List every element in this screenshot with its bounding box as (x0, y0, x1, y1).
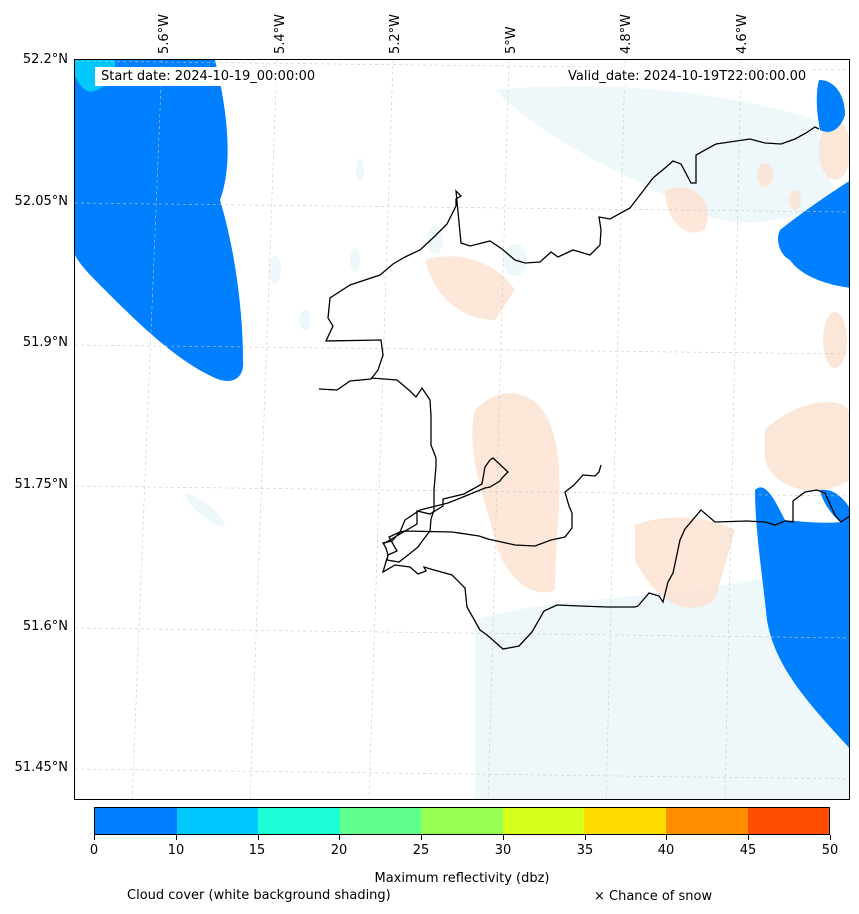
colorbar-segment-1 (176, 808, 259, 834)
graticule (75, 60, 849, 799)
map-frame[interactable] (74, 59, 850, 800)
colorbar-tick-45: 45 (739, 843, 757, 858)
colorbar-segment-7 (665, 808, 748, 834)
snow-chance-note: × Chance of snow (594, 889, 713, 904)
colorbar-tick-mark (175, 835, 177, 840)
reflectivity-colorbar (94, 807, 830, 835)
colorbar-tick-0: 0 (89, 843, 99, 858)
colorbar-tick-10: 10 (167, 843, 185, 858)
lon-label-4-8: 4.8°W (619, 13, 634, 54)
colorbar-tick-30: 30 (494, 843, 512, 858)
cloud-cover-note: Cloud cover (white background shading) (127, 888, 391, 903)
colorbar-tick-mark (666, 835, 668, 840)
colorbar-tick-40: 40 (657, 843, 675, 858)
colorbar-tick-mark (339, 835, 341, 840)
lon-label-4-6: 4.6°W (735, 13, 750, 54)
colorbar-segment-4 (421, 808, 503, 834)
colorbar-tick-mark (421, 835, 423, 840)
colorbar-tick-35: 35 (576, 843, 594, 858)
colorbar-segment-3 (339, 808, 422, 834)
lon-label-5-4: 5.4°W (273, 13, 288, 54)
lat-label-51-45: 51.45°N (14, 760, 68, 775)
colorbar-segment-0 (95, 808, 177, 834)
lon-label-5-6: 5.6°W (157, 13, 172, 54)
colorbar-tick-mark (257, 835, 259, 840)
colorbar-tick-mark (94, 835, 95, 840)
colorbar-tick-15: 15 (248, 843, 266, 858)
coastline-south (381, 457, 849, 650)
colorbar-tick-mark (748, 835, 750, 840)
colorbar-segment-5 (502, 808, 585, 834)
coastline (318, 126, 820, 391)
colorbar-tick-20: 20 (330, 843, 348, 858)
map-canvas (75, 60, 849, 799)
lat-label-51-75: 51.75°N (14, 477, 68, 492)
lon-label-5-2: 5.2°W (388, 13, 403, 54)
lat-label-52-05: 52.05°N (14, 194, 68, 209)
lat-label-51-9: 51.9°N (22, 335, 68, 350)
lon-label-5-0: 5°W (504, 26, 519, 54)
reflectivity-0-10-regions (75, 60, 849, 748)
colorbar-tick-50: 50 (821, 843, 839, 858)
warm-reflectivity-patches (425, 120, 849, 608)
start-date-label: Start date: 2024-10-19_00:00:00 (95, 67, 322, 86)
lat-label-51-6: 51.6°N (22, 619, 68, 634)
colorbar-tick-mark (584, 835, 586, 840)
colorbar-title: Maximum reflectivity (dbz) (374, 871, 550, 886)
colorbar-tick-mark (502, 835, 504, 840)
colorbar-tick-25: 25 (412, 843, 430, 858)
lat-label-52-2: 52.2°N (22, 52, 68, 67)
valid-date-label: Valid_date: 2024-10-19T22:00:00.00 (562, 67, 813, 86)
colorbar-segment-8 (747, 808, 830, 834)
coastline-west (370, 377, 602, 563)
colorbar-tick-mark (830, 835, 831, 840)
colorbar-segment-6 (584, 808, 666, 834)
colorbar-segment-2 (258, 808, 340, 834)
